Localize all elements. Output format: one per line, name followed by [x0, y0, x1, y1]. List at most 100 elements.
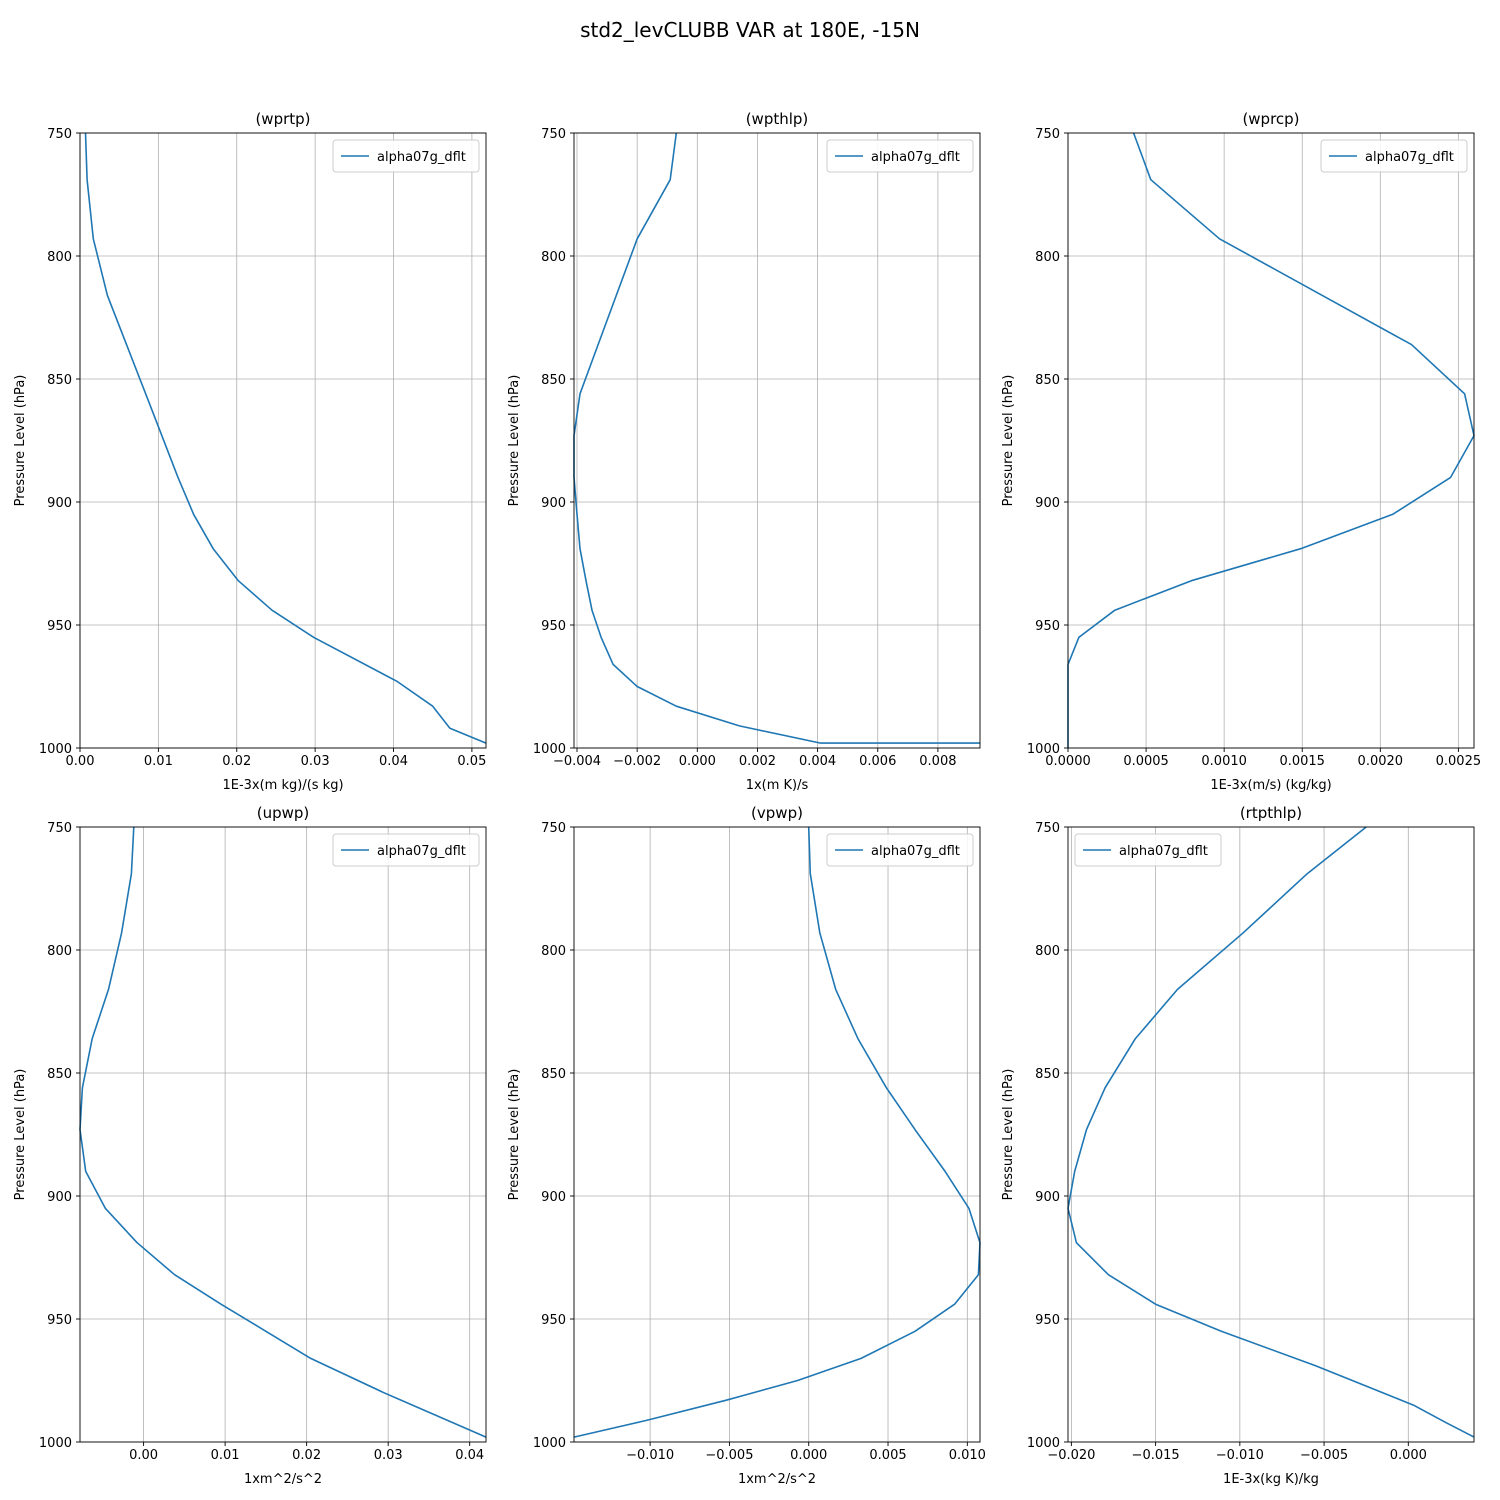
y-tick-label: 900: [1035, 1190, 1060, 1205]
axes-frame: [573, 132, 981, 749]
y-tick-label: 1000: [1027, 742, 1060, 757]
y-axis-label: Pressure Level (hPa): [507, 1069, 522, 1201]
panel-title: (vpwp): [751, 804, 803, 822]
x-tick-label: 0.000: [679, 754, 716, 769]
x-tick-label: 0.03: [374, 1448, 403, 1463]
figure-suptitle: std2_levCLUBB VAR at 180E, -15N: [580, 18, 920, 42]
axes-frame: [79, 826, 487, 1443]
y-tick-label: 950: [1035, 1313, 1060, 1328]
y-tick-label: 900: [47, 496, 72, 511]
y-tick-label: 950: [47, 619, 72, 634]
y-tick-label: 800: [541, 250, 566, 265]
x-tick-label: −0.020: [1047, 1448, 1095, 1463]
legend: alpha07g_dflt: [1074, 833, 1222, 867]
y-axis-label: Pressure Level (hPa): [13, 1069, 28, 1201]
x-tick-label: 0.05: [457, 754, 486, 769]
panel-title: (upwp): [257, 804, 310, 822]
x-tick-label: −0.002: [613, 754, 661, 769]
legend: alpha07g_dflt: [1320, 139, 1468, 173]
series-line: [573, 826, 981, 1438]
x-tick-label: 0.03: [301, 754, 330, 769]
x-tick-label: −0.005: [705, 1448, 753, 1463]
legend-label: alpha07g_dflt: [871, 844, 960, 859]
y-tick-label: 850: [47, 1067, 72, 1082]
x-tick-label: 0.04: [379, 754, 408, 769]
legend-box: [1320, 139, 1468, 173]
y-tick-label: 750: [1035, 821, 1060, 836]
y-tick-label: 850: [1035, 1067, 1060, 1082]
x-tick-label: 0.0005: [1123, 754, 1169, 769]
x-tick-label: 0.002: [739, 754, 776, 769]
y-axis-label: Pressure Level (hPa): [1001, 375, 1016, 507]
axes-frame: [79, 132, 487, 749]
legend-label: alpha07g_dflt: [1365, 150, 1454, 165]
x-tick-label: −0.015: [1132, 1448, 1180, 1463]
legend-box: [826, 139, 974, 173]
x-tick-label: 0.01: [144, 754, 173, 769]
y-tick-label: 850: [541, 1067, 566, 1082]
x-tick-label: 0.006: [859, 754, 896, 769]
y-tick-label: 900: [47, 1190, 72, 1205]
y-tick-label: 950: [47, 1313, 72, 1328]
y-tick-label: 950: [541, 1313, 566, 1328]
y-tick-label: 900: [541, 1190, 566, 1205]
y-tick-label: 1000: [39, 1436, 72, 1451]
y-tick-label: 750: [47, 821, 72, 836]
chart-panel: 0.00 0.01 0.02 0.03 0.04 0.05 750 800 850 900 950 1…: [13, 110, 487, 793]
chart-panel: 0.0000 0.0005 0.0010 0.0015 0.0020 0.0025 750 8…: [1001, 110, 1481, 793]
legend-label: alpha07g_dflt: [871, 150, 960, 165]
series-line: [84, 132, 487, 744]
y-axis-label: Pressure Level (hPa): [13, 375, 28, 507]
series-line: [79, 826, 487, 1438]
x-axis-label: 1E-3x(kg K)/kg: [1223, 1472, 1319, 1487]
x-tick-label: 0.000: [790, 1448, 827, 1463]
x-tick-label: −0.010: [1216, 1448, 1264, 1463]
x-tick-label: 0.00: [129, 1448, 158, 1463]
x-tick-label: 0.0025: [1436, 754, 1482, 769]
y-tick-label: 800: [541, 944, 566, 959]
x-tick-label: −0.010: [626, 1448, 674, 1463]
legend: alpha07g_dflt: [332, 833, 480, 867]
chart-panel: −0.004 −0.002 0.000 0.002 0.004 0.006 0.008 750…: [507, 110, 981, 793]
x-tick-label: 0.02: [222, 754, 251, 769]
legend-box: [1074, 833, 1222, 867]
y-tick-label: 800: [1035, 944, 1060, 959]
y-tick-label: 750: [541, 127, 566, 142]
legend-label: alpha07g_dflt: [377, 150, 466, 165]
x-tick-label: 0.0010: [1201, 754, 1247, 769]
x-tick-label: 0.000: [1390, 1448, 1427, 1463]
axes-frame: [1067, 826, 1475, 1443]
x-axis-label: 1xm^2/s^2: [244, 1472, 322, 1487]
x-axis-label: 1x(m K)/s: [746, 778, 809, 793]
legend: alpha07g_dflt: [826, 139, 974, 173]
y-tick-label: 850: [47, 373, 72, 388]
y-tick-label: 850: [541, 373, 566, 388]
y-tick-label: 800: [47, 944, 72, 959]
panel-title: (rtpthlp): [1240, 804, 1302, 822]
x-tick-label: 0.0000: [1045, 754, 1091, 769]
legend-label: alpha07g_dflt: [377, 844, 466, 859]
y-tick-label: 750: [541, 821, 566, 836]
y-tick-label: 1000: [1027, 1436, 1060, 1451]
x-tick-label: 0.008: [919, 754, 956, 769]
chart-panel: 0.00 0.01 0.02 0.03 0.04 750 800 850 900 950 1000 (…: [13, 804, 487, 1487]
axes-frame: [573, 826, 981, 1443]
x-tick-label: 0.00: [66, 754, 95, 769]
legend-box: [332, 833, 480, 867]
x-axis-label: 1xm^2/s^2: [738, 1472, 816, 1487]
chart-panel: −0.010 −0.005 0.000 0.005 0.010 750 800 850 900 9…: [507, 804, 986, 1487]
x-tick-label: −0.005: [1300, 1448, 1348, 1463]
legend-box: [332, 139, 480, 173]
panel-title: (wprcp): [1242, 110, 1299, 128]
y-tick-label: 950: [1035, 619, 1060, 634]
x-axis-label: 1E-3x(m kg)/(s kg): [222, 778, 343, 793]
y-tick-label: 950: [541, 619, 566, 634]
y-tick-label: 800: [47, 250, 72, 265]
legend-label: alpha07g_dflt: [1119, 844, 1208, 859]
y-tick-label: 750: [47, 127, 72, 142]
x-tick-label: 0.02: [292, 1448, 321, 1463]
y-tick-label: 1000: [39, 742, 72, 757]
legend-box: [826, 833, 974, 867]
x-tick-label: 0.0015: [1279, 754, 1325, 769]
